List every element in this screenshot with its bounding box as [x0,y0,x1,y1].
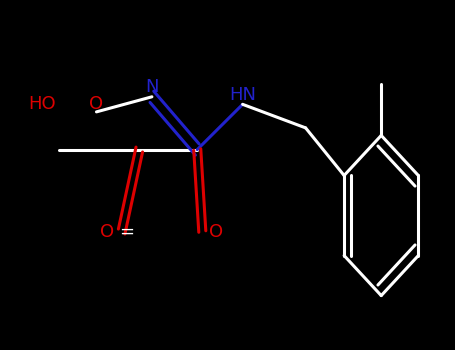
Text: N: N [145,78,159,96]
Text: =: = [119,223,134,240]
Text: HN: HN [229,86,256,104]
Text: HO: HO [28,95,56,113]
Text: O: O [101,223,115,240]
Text: O: O [209,223,223,240]
Text: O: O [89,95,104,113]
